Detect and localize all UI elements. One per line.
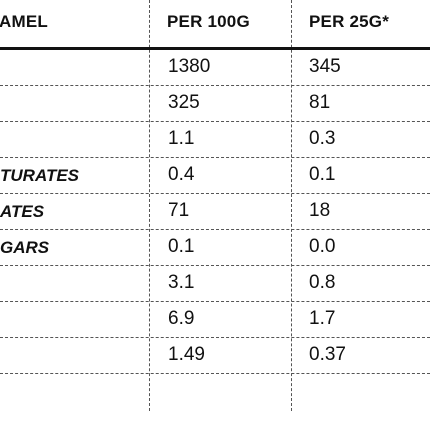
nutrition-table: AMEL PER 100G PER 25G* 1380 345 325 81 1… (0, 0, 430, 411)
value-per-100g: 1.49 (168, 344, 205, 365)
value-per-25g: 345 (309, 56, 341, 77)
table-row: 1.49 0.37 (0, 338, 430, 374)
table-row: 1380 345 (0, 50, 430, 86)
value-per-25g: 0.1 (309, 164, 336, 185)
value-per-25g: 0.0 (309, 236, 336, 257)
table-row: 325 81 (0, 86, 430, 122)
table-row: TURATES 0.4 0.1 (0, 158, 430, 194)
table-row: 3.1 0.8 (0, 266, 430, 302)
value-per-25g: 18 (309, 200, 331, 221)
table-row: GARS 0.1 0.0 (0, 230, 430, 266)
row-label: TURATES (0, 166, 80, 185)
table-header: AMEL PER 100G PER 25G* (0, 0, 430, 50)
header-per-25g: PER 25G* (309, 12, 390, 31)
value-per-25g: 81 (309, 92, 331, 113)
row-label: GARS (0, 238, 50, 257)
value-per-100g: 0.4 (168, 164, 195, 185)
value-per-100g: 1380 (168, 56, 211, 77)
table-row: 6.9 1.7 (0, 302, 430, 338)
header-per-100g: PER 100G (167, 12, 250, 31)
value-per-25g: 0.3 (309, 128, 336, 149)
value-per-100g: 0.1 (168, 236, 195, 257)
row-label: ATES (0, 202, 45, 221)
column-divider (291, 0, 292, 411)
value-per-100g: 3.1 (168, 272, 195, 293)
table-row: 1.1 0.3 (0, 122, 430, 158)
value-per-100g: 325 (168, 92, 200, 113)
header-product-name: AMEL (0, 12, 48, 31)
column-divider (149, 0, 150, 411)
value-per-100g: 1.1 (168, 128, 195, 149)
value-per-25g: 0.8 (309, 272, 336, 293)
value-per-25g: 0.37 (309, 344, 346, 365)
value-per-100g: 71 (168, 200, 190, 221)
table-row: ATES 71 18 (0, 194, 430, 230)
value-per-25g: 1.7 (309, 308, 336, 329)
value-per-100g: 6.9 (168, 308, 195, 329)
